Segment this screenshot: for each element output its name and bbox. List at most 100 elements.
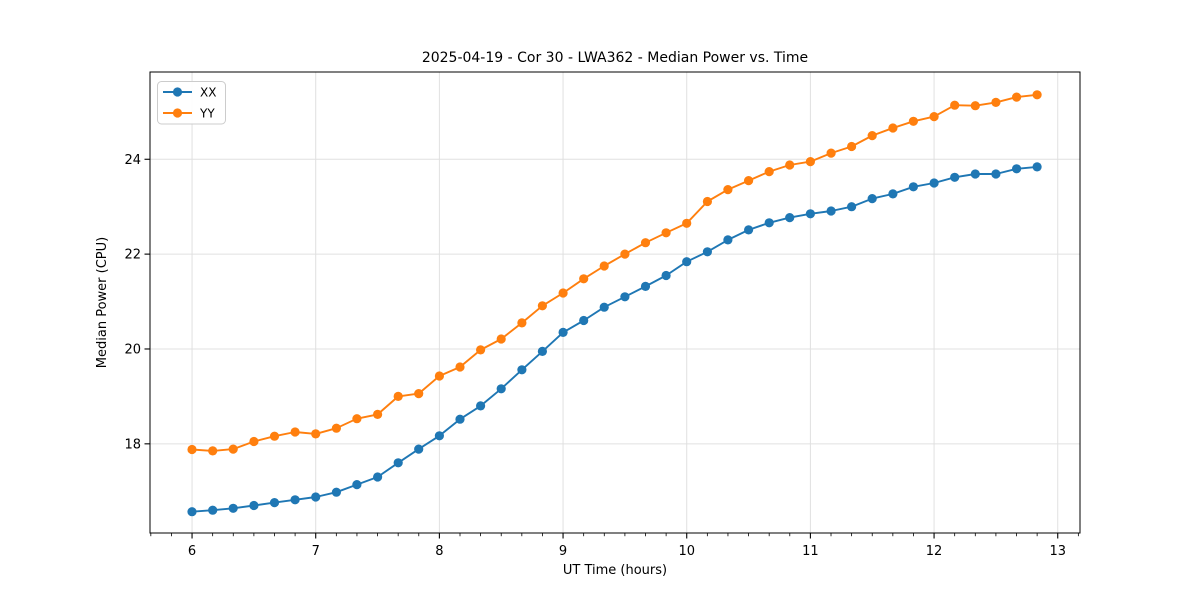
- x-tick-label: 10: [678, 544, 695, 559]
- data-point-YY: [455, 362, 465, 372]
- legend-marker-icon: [172, 87, 183, 97]
- plot-border: [149, 71, 1081, 534]
- series-line-YY: [191, 93, 1038, 452]
- data-point-YY: [187, 444, 197, 455]
- x-tick-label: 7: [312, 544, 320, 559]
- data-point-YY: [661, 228, 671, 238]
- data-point-YY: [888, 123, 898, 133]
- data-point-YY: [682, 218, 692, 228]
- data-point-XX: [393, 458, 403, 468]
- data-point-XX: [476, 401, 486, 411]
- data-point-YY: [785, 160, 795, 170]
- data-point-XX: [228, 503, 238, 513]
- y-tick-label: 24: [124, 153, 141, 168]
- data-point-XX: [682, 257, 692, 267]
- data-point-YY: [805, 157, 816, 167]
- x-tick-label: 13: [1049, 544, 1066, 559]
- data-point-YY: [228, 444, 238, 454]
- data-point-XX: [908, 182, 919, 192]
- data-point-XX: [867, 194, 877, 204]
- data-point-XX: [723, 235, 733, 245]
- data-point-YY: [640, 238, 651, 248]
- data-point-XX: [352, 480, 362, 490]
- data-point-XX: [764, 218, 774, 228]
- data-point-XX: [950, 172, 960, 182]
- data-point-YY: [867, 131, 877, 141]
- data-point-YY: [331, 423, 341, 433]
- data-point-XX: [1012, 164, 1022, 174]
- y-tick-label: 22: [124, 248, 141, 263]
- data-point-YY: [290, 427, 300, 437]
- data-point-XX: [208, 505, 218, 515]
- data-point-YY: [744, 176, 754, 186]
- data-point-XX: [847, 202, 857, 212]
- data-point-XX: [414, 444, 424, 454]
- chart-title: 2025-04-19 - Cor 30 - LWA362 - Median Po…: [422, 50, 808, 66]
- data-point-YY: [249, 436, 259, 447]
- series-YY: [187, 90, 1042, 456]
- data-point-XX: [970, 169, 980, 179]
- data-point-YY: [537, 301, 548, 311]
- data-point-XX: [929, 178, 939, 188]
- data-point-XX: [620, 292, 630, 302]
- data-point-YY: [393, 391, 403, 401]
- data-point-XX: [1032, 162, 1042, 172]
- data-point-YY: [702, 196, 713, 207]
- data-point-YY: [496, 334, 506, 344]
- data-point-XX: [269, 498, 280, 508]
- data-point-YY: [208, 446, 218, 456]
- data-point-YY: [1032, 90, 1042, 100]
- data-point-YY: [599, 261, 609, 271]
- data-point-XX: [373, 472, 383, 482]
- data-point-XX: [661, 270, 671, 281]
- data-point-XX: [537, 346, 548, 356]
- data-point-XX: [991, 169, 1001, 179]
- x-tick-label: 11: [802, 544, 819, 559]
- grid-layer: [150, 72, 1080, 533]
- data-point-XX: [579, 315, 589, 326]
- data-point-YY: [970, 101, 980, 111]
- tick-layer: 6 7 8 9 10 11 12 13 18 20 22 24: [124, 153, 1079, 559]
- data-point-YY: [352, 414, 362, 424]
- legend-label: XX: [200, 85, 216, 99]
- data-point-YY: [414, 389, 424, 399]
- data-point-YY: [434, 371, 444, 381]
- data-point-XX: [290, 495, 300, 505]
- data-point-YY: [558, 288, 568, 298]
- data-point-XX: [331, 487, 341, 497]
- data-point-YY: [579, 274, 589, 284]
- y-tick-label: 20: [124, 342, 141, 357]
- data-point-XX: [785, 213, 795, 223]
- y-tick-label: 18: [124, 437, 141, 452]
- data-point-XX: [805, 209, 816, 219]
- legend: XX YY: [157, 81, 226, 125]
- data-point-XX: [311, 492, 321, 502]
- data-point-YY: [929, 112, 939, 122]
- data-point-YY: [826, 148, 836, 158]
- data-point-YY: [1012, 92, 1022, 102]
- legend-label: YY: [199, 106, 215, 120]
- data-point-YY: [620, 249, 630, 259]
- data-point-YY: [476, 345, 486, 355]
- data-point-YY: [373, 409, 383, 419]
- y-axis-label: Median Power (CPU): [95, 237, 110, 368]
- series-line-XX: [191, 165, 1038, 513]
- data-point-XX: [826, 206, 836, 216]
- x-tick-label: 12: [926, 544, 943, 559]
- data-point-YY: [847, 141, 857, 152]
- data-point-YY: [991, 97, 1001, 107]
- data-point-XX: [455, 414, 465, 424]
- series-layer: [187, 90, 1042, 517]
- data-point-YY: [908, 116, 919, 126]
- data-point-YY: [311, 429, 321, 439]
- x-tick-label: 9: [559, 544, 567, 559]
- data-point-XX: [249, 500, 259, 511]
- data-point-XX: [187, 507, 197, 517]
- x-tick-label: 6: [188, 544, 196, 559]
- data-point-XX: [744, 225, 754, 235]
- data-point-XX: [640, 281, 651, 291]
- data-point-XX: [702, 247, 713, 257]
- x-tick-label: 8: [435, 544, 443, 559]
